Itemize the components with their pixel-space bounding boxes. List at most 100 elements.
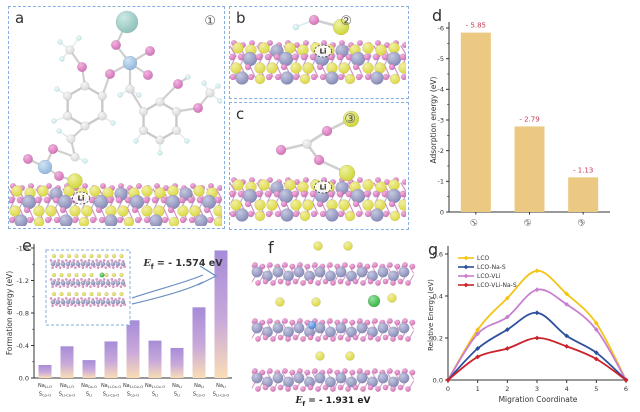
svg-text:LCO-Na-S: LCO-Na-S xyxy=(477,264,506,271)
svg-text:0.4: 0.4 xyxy=(433,292,443,300)
surface-slab xyxy=(230,176,406,222)
bar-6 xyxy=(148,340,162,378)
svg-text:-1: -1 xyxy=(438,178,444,186)
svg-text:-5: -5 xyxy=(438,55,444,63)
bar-7 xyxy=(170,347,184,378)
panel-f-label: f xyxy=(268,238,274,257)
panel-e: 0.0 -0.4 -0.8 -1.2 -1.6 Formation energy (eV)… xyxy=(4,234,236,412)
formation-energy-caption: Ef = - 1.931 eV xyxy=(295,396,371,408)
svg-text:- 1.13: - 1.13 xyxy=(573,166,593,174)
molecular-structure-a: Li xyxy=(9,10,222,226)
svg-text:-4: -4 xyxy=(438,86,444,94)
svg-text:0.6: 0.6 xyxy=(433,250,443,258)
svg-text:1: 1 xyxy=(476,385,480,393)
svg-text:SLi: SLi xyxy=(86,392,92,398)
panel-c: Li c ③ xyxy=(229,102,409,230)
layered-structure-f xyxy=(251,241,416,392)
panel-b-label: b xyxy=(236,9,246,27)
svg-text:-1.6: -1.6 xyxy=(16,244,29,252)
svg-text:- 5.85: - 5.85 xyxy=(466,22,486,30)
svg-text:NaLi-Co-O: NaLi-Co-O xyxy=(123,383,143,389)
svg-text:SLi: SLi xyxy=(174,392,180,398)
svg-text:NaLi: NaLi xyxy=(172,383,182,389)
panel-b: Li b ② xyxy=(229,6,409,99)
svg-text:4: 4 xyxy=(565,385,569,393)
legend: LCO LCO-Na-S LCO-VLi LCO-VLi-Na-S xyxy=(458,255,517,289)
svg-text:-3: -3 xyxy=(438,116,444,124)
svg-text:Migration Coordinate: Migration Coordinate xyxy=(499,395,578,404)
bar-2 xyxy=(60,346,74,378)
svg-text:LCO-VLi: LCO-VLi xyxy=(477,273,501,280)
series-LCO-Na-S xyxy=(445,310,629,383)
svg-text:SCo-O: SCo-O xyxy=(39,392,51,398)
svg-text:5: 5 xyxy=(594,385,598,393)
panel-f: f Ef = - 1.931 eV xyxy=(240,234,426,412)
svg-text:0: 0 xyxy=(446,385,450,393)
svg-text:Li: Li xyxy=(320,48,327,56)
svg-text:SLi-Co-O: SLi-Co-O xyxy=(213,392,230,398)
svg-text:-6: -6 xyxy=(438,24,444,32)
panel-b-badge-2-icon: ② xyxy=(340,14,352,29)
svg-text:NaLi-O: NaLi-O xyxy=(38,383,52,389)
svg-text:Li: Li xyxy=(320,184,327,192)
bar-3 xyxy=(568,177,599,212)
bars: NaLi-O SCo-O NaLi-O SLi-Co-O NaCo-O SLi NaLi-C… xyxy=(38,250,230,398)
surface-slab xyxy=(230,40,406,85)
svg-text:③: ③ xyxy=(576,217,588,230)
formation-energy-chart: 0.0 -0.4 -0.8 -1.2 -1.6 Formation energy (eV)… xyxy=(5,244,232,398)
bar-5 xyxy=(126,320,140,378)
panel-e-label: e xyxy=(22,236,32,255)
panel-a-badge-1-icon: ① xyxy=(204,14,216,29)
inset-structure xyxy=(45,249,131,326)
panel-c-label: c xyxy=(236,105,245,123)
svg-text:-1.2: -1.2 xyxy=(16,277,29,285)
svg-text:NaCo-O: NaCo-O xyxy=(81,383,97,389)
svg-text:- 2.79: - 2.79 xyxy=(519,115,539,123)
svg-text:NaLi: NaLi xyxy=(216,383,226,389)
adsorption-energy-chart: 0 -1 -2 -3 -4 -5 -6 Adsorption energy (eV) - 5.8… xyxy=(430,22,610,230)
svg-text:-2: -2 xyxy=(438,147,444,155)
svg-text:LCO: LCO xyxy=(477,255,490,262)
panel-c-badge-3-icon: ③ xyxy=(344,112,356,127)
svg-text:①: ① xyxy=(469,217,481,230)
svg-text:Formation energy (eV): Formation energy (eV) xyxy=(5,271,14,355)
surface-slab xyxy=(9,182,222,226)
svg-text:NaLi: NaLi xyxy=(194,383,204,389)
adsorbed-molecule xyxy=(22,10,222,189)
bar-1 xyxy=(38,365,52,378)
svg-text:0.2: 0.2 xyxy=(433,334,443,342)
panel-a: Li a ① xyxy=(8,6,225,229)
svg-text:-0.8: -0.8 xyxy=(16,309,29,317)
svg-text:2: 2 xyxy=(505,385,509,393)
series-LCO-VLi xyxy=(445,287,629,383)
li-site-label: Li xyxy=(72,191,90,205)
svg-text:SLi-Co-O: SLi-Co-O xyxy=(103,392,120,398)
panel-a-label: a xyxy=(15,9,25,27)
svg-text:SCo-O: SCo-O xyxy=(127,392,139,398)
svg-text:Relative Energy (eV): Relative Energy (eV) xyxy=(427,279,435,351)
svg-text:Adsorption energy (eV): Adsorption energy (eV) xyxy=(430,76,438,163)
bar-1 xyxy=(460,32,491,212)
axes: 0.0 0.2 0.4 0.6 0 1 2 3 4 5 6 Relative Energy (eV) M… xyxy=(427,246,628,404)
svg-text:LCO-VLi-Na-S: LCO-VLi-Na-S xyxy=(477,282,517,289)
svg-text:3: 3 xyxy=(535,385,539,393)
bar-4 xyxy=(104,341,118,378)
svg-text:SCo-O: SCo-O xyxy=(193,392,205,398)
svg-text:SLi-Co-O: SLi-Co-O xyxy=(59,392,76,398)
formation-energy-annotation: Ef = - 1.574 eV xyxy=(143,258,223,271)
svg-text:NaLi-Co-O: NaLi-Co-O xyxy=(101,383,121,389)
svg-text:0.0: 0.0 xyxy=(433,376,443,384)
adsorbed-molecule xyxy=(292,14,350,36)
svg-text:Li: Li xyxy=(78,195,85,203)
svg-text:-0.4: -0.4 xyxy=(16,342,29,350)
panel-d: 0 -1 -2 -3 -4 -5 -6 Adsorption energy (eV) - 5.8… xyxy=(430,4,636,230)
adsorbed-molecule xyxy=(275,110,360,182)
molecular-structure-b: Li xyxy=(230,14,406,85)
li-site-label: Li xyxy=(314,180,332,194)
svg-text:NaLi-Co-O: NaLi-Co-O xyxy=(145,383,165,389)
layered-crystal xyxy=(251,241,416,392)
panel-g: 0.0 0.2 0.4 0.6 0 1 2 3 4 5 6 Relative Energy (eV) M… xyxy=(426,234,638,412)
svg-text:0.0: 0.0 xyxy=(19,374,29,382)
panel-g-label: g xyxy=(428,240,439,259)
bar-8 xyxy=(192,307,206,378)
